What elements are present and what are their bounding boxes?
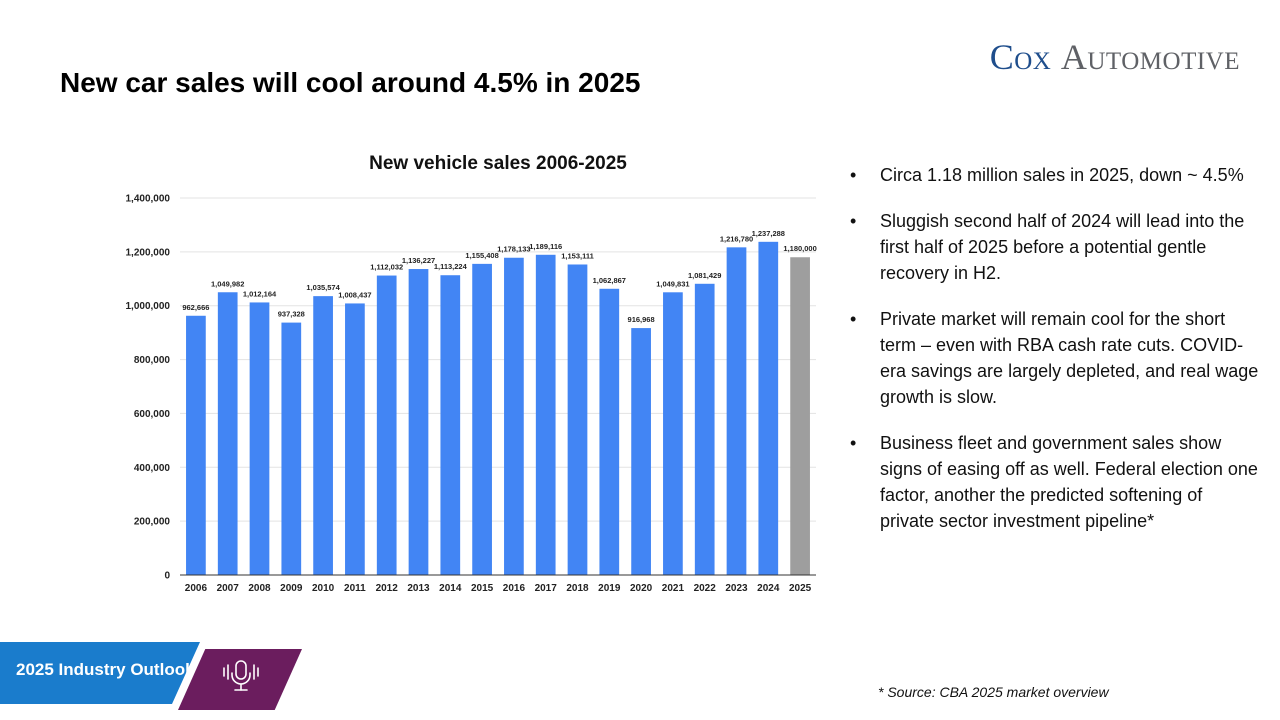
x-tick-label: 2024: [757, 583, 780, 594]
bar: [758, 241, 779, 575]
y-tick-label: 800,000: [134, 355, 171, 366]
bullet-marker: •: [850, 165, 857, 185]
bullet-text: Circa 1.18 million sales in 2025, down ~…: [880, 165, 1244, 185]
x-tick-label: 2025: [789, 583, 812, 594]
bar: [535, 254, 556, 575]
bar: [249, 302, 270, 575]
bullet-text: Sluggish second half of 2024 will lead i…: [880, 211, 1245, 283]
bullet-marker: •: [850, 433, 857, 453]
bullet-item: • Business fleet and government sales sho…: [848, 430, 1260, 534]
outlook-banner: [0, 642, 200, 704]
x-tick-label: 2011: [344, 583, 366, 594]
y-tick-label: 400,000: [134, 463, 171, 474]
x-tick-label: 2012: [376, 583, 399, 594]
data-label: 1,012,164: [243, 289, 277, 298]
x-tick-label: 2018: [566, 583, 589, 594]
bullet-text: Business fleet and government sales show…: [880, 433, 1258, 531]
bullet-marker: •: [850, 211, 857, 231]
bar: [631, 328, 651, 575]
data-label: 1,216,780: [720, 234, 753, 243]
y-tick-label: 200,000: [134, 517, 171, 528]
x-tick-label: 2023: [725, 583, 748, 594]
x-tick-label: 2008: [248, 583, 271, 594]
bar: [345, 303, 365, 575]
y-tick-label: 600,000: [134, 409, 171, 420]
data-label: 1,112,032: [370, 263, 403, 272]
data-label: 1,189,116: [529, 242, 562, 251]
data-label: 937,328: [278, 310, 305, 319]
data-label: 1,237,288: [752, 229, 785, 238]
x-tick-label: 2014: [439, 583, 462, 594]
data-label: 1,178,133: [497, 245, 530, 254]
bar: [726, 247, 747, 575]
bar: [694, 283, 715, 575]
data-label: 1,180,000: [783, 244, 816, 253]
bar: [408, 269, 429, 575]
y-tick-label: 1,400,000: [126, 194, 171, 205]
x-tick-label: 2007: [217, 583, 240, 594]
bar-chart-svg: New vehicle sales 2006-2025 0 200,000 400,0…: [126, 153, 817, 594]
data-label: 1,113,224: [434, 262, 468, 271]
data-label: 1,136,227: [402, 256, 435, 265]
x-tick-label: 2021: [662, 583, 685, 594]
data-label: 1,049,982: [211, 279, 244, 288]
bar: [186, 315, 206, 575]
bar: [281, 322, 302, 575]
x-tick-label: 2022: [694, 583, 717, 594]
bullet-item: • Circa 1.18 million sales in 2025, down …: [848, 162, 1260, 188]
data-label: 916,968: [628, 315, 655, 324]
y-tick-label: 1,200,000: [126, 247, 171, 258]
bullet-text: Private market will remain cool for the …: [880, 309, 1259, 407]
data-label: 1,035,574: [306, 283, 340, 292]
source-note: * Source: CBA 2025 market overview: [878, 684, 1109, 700]
data-label: 1,062,867: [593, 276, 626, 285]
bullet-item: • Private market will remain cool for the…: [848, 306, 1260, 410]
bar: [567, 264, 588, 575]
bar-forecast: [790, 257, 810, 575]
bullet-marker: •: [850, 309, 857, 329]
y-tick-label: 0: [164, 571, 170, 582]
bar: [376, 275, 397, 575]
x-tick-label: 2010: [312, 583, 335, 594]
sales-chart: New vehicle sales 2006-2025 0 200,000 400,0…: [110, 140, 830, 600]
data-label: 1,155,408: [465, 251, 498, 260]
data-label: 1,081,429: [688, 271, 721, 280]
bar: [663, 292, 683, 575]
bar: [313, 296, 333, 575]
logo-brand-2: Automotive: [1060, 37, 1240, 77]
bullet-item: • Sluggish second half of 2024 will lead …: [848, 208, 1260, 286]
data-label: 1,153,111: [561, 251, 594, 260]
logo-brand: Cox: [989, 37, 1052, 77]
y-tick-label: 1,000,000: [126, 301, 171, 312]
bar: [504, 257, 524, 575]
bullet-list: • Circa 1.18 million sales in 2025, down …: [848, 162, 1260, 554]
bar: [472, 263, 492, 575]
data-label: 1,008,437: [338, 290, 371, 299]
x-tick-label: 2006: [185, 583, 208, 594]
chart-title: New vehicle sales 2006-2025: [369, 153, 627, 174]
x-tick-label: 2020: [630, 583, 653, 594]
x-tick-label: 2017: [535, 583, 558, 594]
x-tick-label: 2009: [280, 583, 303, 594]
bar: [599, 288, 620, 575]
podcast-microphone-icon: [223, 660, 259, 691]
bar: [440, 275, 461, 575]
x-tick-label: 2016: [503, 583, 526, 594]
bar: [217, 292, 238, 575]
x-tick-label: 2015: [471, 583, 494, 594]
banner-label: 2025 Industry Outlook: [16, 660, 195, 679]
x-tick-label: 2013: [407, 583, 430, 594]
x-tick-label: 2019: [598, 583, 621, 594]
cox-automotive-logo: Cox Automotive: [990, 36, 1240, 78]
data-label: 1,049,831: [656, 279, 689, 288]
slide-title: New car sales will cool around 4.5% in 2…: [60, 67, 641, 98]
data-label: 962,666: [182, 303, 209, 312]
